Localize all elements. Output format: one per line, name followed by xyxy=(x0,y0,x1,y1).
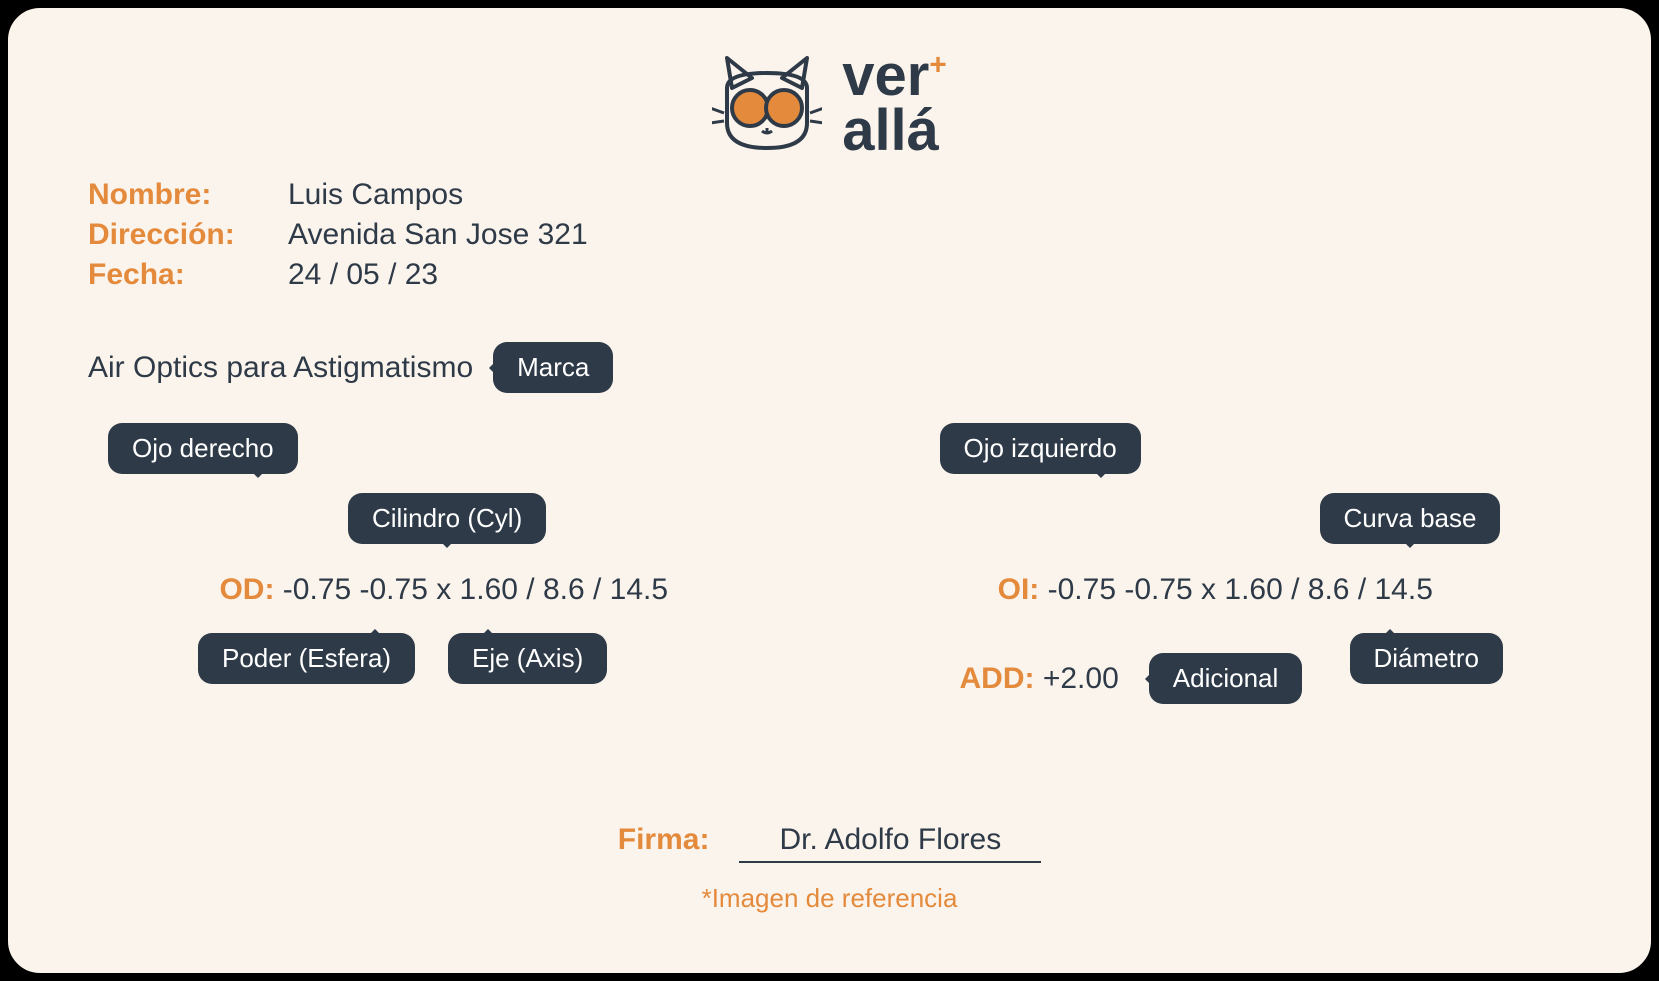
logo-line2: allá xyxy=(842,103,947,158)
oi-values: -0.75 -0.75 x 1.60 / 8.6 / 14.5 xyxy=(1048,573,1433,606)
od-line: OD: -0.75 -0.75 x 1.60 / 8.6 / 14.5 xyxy=(219,573,668,607)
eyes-section: Ojo derecho Cilindro (Cyl) OD: -0.75 -0.… xyxy=(88,423,1571,743)
left-eye-block: Ojo izquierdo Curva base OI: -0.75 -0.75… xyxy=(860,423,1572,743)
base-curve-label: Curva base xyxy=(1320,493,1501,544)
od-label: OD: xyxy=(219,573,274,606)
oi-label: OI: xyxy=(998,573,1040,606)
brand-product: Air Optics para Astigmatismo xyxy=(88,351,473,385)
diameter-label: Diámetro xyxy=(1350,633,1503,684)
name-value: Luis Campos xyxy=(288,178,463,212)
prescription-card: ver+ allá Nombre: Luis Campos Dirección:… xyxy=(0,0,1659,981)
signature-label: Firma: xyxy=(618,823,710,857)
axis-label: Eje (Axis) xyxy=(448,633,607,684)
address-label: Dirección: xyxy=(88,218,268,252)
brand-label-bubble: Marca xyxy=(493,342,613,393)
date-label: Fecha: xyxy=(88,258,268,292)
cat-logo-icon xyxy=(712,53,822,153)
add-label: ADD: xyxy=(960,662,1035,695)
add-line: ADD: +2.00 Adicional xyxy=(960,653,1303,704)
cylinder-label: Cilindro (Cyl) xyxy=(348,493,546,544)
right-eye-block: Ojo derecho Cilindro (Cyl) OD: -0.75 -0.… xyxy=(88,423,800,743)
signature-name: Dr. Adolfo Flores xyxy=(739,823,1041,863)
signature-block: Firma: Dr. Adolfo Flores *Imagen de refe… xyxy=(88,823,1571,914)
additional-label: Adicional xyxy=(1149,653,1303,704)
add-value: +2.00 xyxy=(1043,662,1119,695)
address-value: Avenida San Jose 321 xyxy=(288,218,588,252)
date-value: 24 / 05 / 23 xyxy=(288,258,438,292)
brand-row: Air Optics para Astigmatismo Marca xyxy=(88,342,1571,393)
logo-text: ver+ allá xyxy=(842,48,947,158)
left-eye-header: Ojo izquierdo xyxy=(940,423,1141,474)
right-eye-header: Ojo derecho xyxy=(108,423,298,474)
oi-line: OI: -0.75 -0.75 x 1.60 / 8.6 / 14.5 xyxy=(998,573,1433,607)
patient-info: Nombre: Luis Campos Dirección: Avenida S… xyxy=(88,178,1571,292)
od-values: -0.75 -0.75 x 1.60 / 8.6 / 14.5 xyxy=(283,573,668,606)
power-label: Poder (Esfera) xyxy=(198,633,415,684)
logo-plus: + xyxy=(929,49,947,82)
name-label: Nombre: xyxy=(88,178,268,212)
reference-note: *Imagen de referencia xyxy=(88,883,1571,914)
logo-block: ver+ allá xyxy=(88,48,1571,158)
